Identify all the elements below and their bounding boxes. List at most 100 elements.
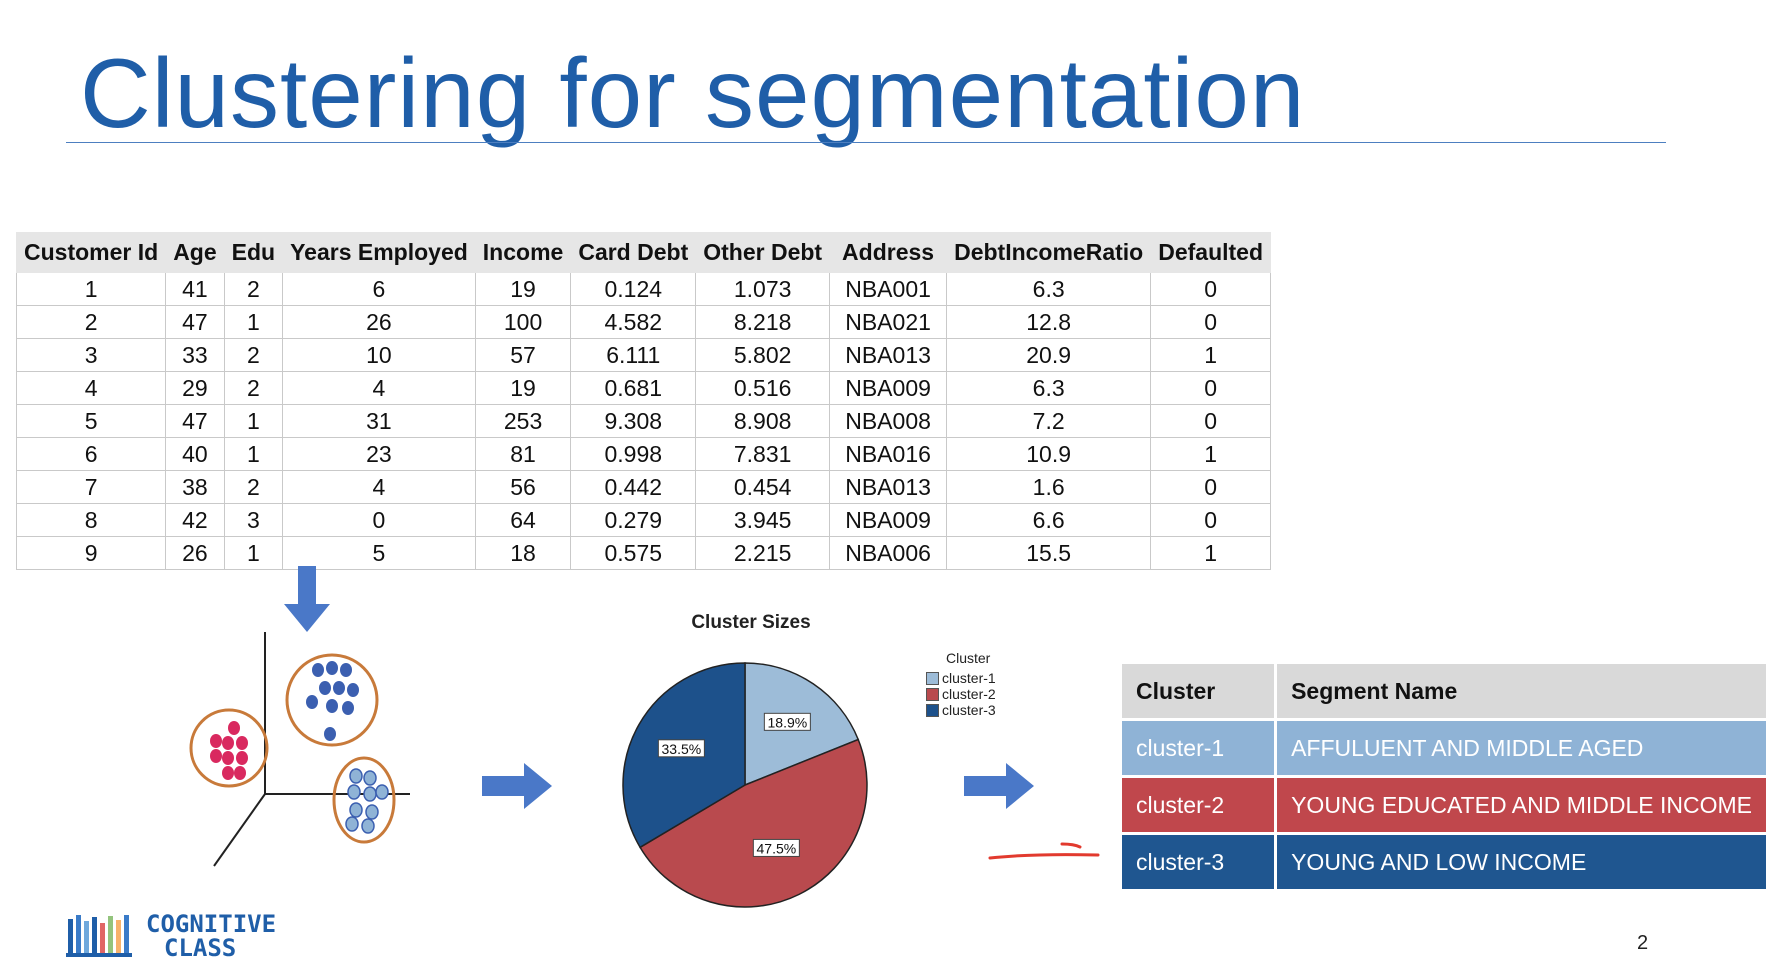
table-cell: 1.6 xyxy=(946,470,1152,504)
pen-annotation-mark xyxy=(988,842,1100,860)
table-cell: 8.908 xyxy=(695,404,831,438)
table-cell: 47 xyxy=(165,305,225,339)
table-cell: 0 xyxy=(1150,371,1272,405)
table-cell: 6.6 xyxy=(946,503,1152,537)
table-cell: 1 xyxy=(1150,338,1272,372)
table-cell: 8.218 xyxy=(695,305,831,339)
table-cell: 0 xyxy=(1150,503,1272,537)
chart-legend: Cluster cluster-1 cluster-2 cluster-3 xyxy=(926,650,996,718)
table-cell: 1 xyxy=(223,536,284,570)
pie-label-cluster-1: 18.9% xyxy=(763,712,811,731)
table-cell: 1 xyxy=(223,305,284,339)
column-header: Income xyxy=(474,232,572,273)
legend-swatch xyxy=(926,671,939,685)
table-cell: 15.5 xyxy=(946,536,1152,570)
legend-swatch xyxy=(926,703,939,717)
table-cell: 26 xyxy=(282,305,476,339)
segment-row: cluster-3 YOUNG AND LOW INCOME xyxy=(1122,835,1766,892)
table-cell: 0.279 xyxy=(570,503,697,537)
table-cell: 38 xyxy=(165,470,225,504)
table-cell: NBA021 xyxy=(829,305,948,339)
table-cell: 100 xyxy=(474,305,572,339)
table-cell: 1.073 xyxy=(695,272,831,306)
cluster-scatter-diagram xyxy=(189,632,410,867)
segment-header-name: Segment Name xyxy=(1274,664,1766,721)
table-cell: 7.831 xyxy=(695,437,831,471)
table-cell: 64 xyxy=(474,503,572,537)
table-cell: 0.681 xyxy=(570,371,697,405)
segment-name-cell: YOUNG EDUCATED AND MIDDLE INCOME xyxy=(1274,778,1766,835)
table-cell: 26 xyxy=(165,536,225,570)
segment-cluster-cell: cluster-2 xyxy=(1122,778,1275,835)
table-row: 3 33 2 10 57 6.111 5.802 NBA013 20.9 1 xyxy=(15,338,1272,372)
table-cell: 5.802 xyxy=(695,338,831,372)
logo-line-2: CLASS xyxy=(164,934,237,962)
table-cell: 47 xyxy=(165,404,225,438)
table-row: 9 26 1 5 18 0.575 2.215 NBA006 15.5 1 xyxy=(15,536,1272,570)
legend-swatch xyxy=(926,687,939,701)
table-cell: NBA006 xyxy=(829,536,948,570)
table-cell: 6.3 xyxy=(946,371,1152,405)
table-cell: NBA013 xyxy=(829,470,948,504)
table-cell: 0 xyxy=(1150,305,1272,339)
table-cell: NBA009 xyxy=(829,371,948,405)
table-cell: 0.575 xyxy=(570,536,697,570)
table-cell: 31 xyxy=(282,404,476,438)
segment-cluster-cell: cluster-3 xyxy=(1122,835,1275,892)
table-cell: 3 xyxy=(223,503,284,537)
table-cell: 2 xyxy=(223,272,284,306)
table-cell: 9.308 xyxy=(570,404,697,438)
chart-title: Cluster Sizes xyxy=(691,612,811,633)
slide-number: 2 xyxy=(1637,932,1649,954)
table-cell: 0 xyxy=(1150,272,1272,306)
column-header: Other Debt xyxy=(695,232,831,273)
table-cell: 253 xyxy=(474,404,572,438)
table-cell: NBA001 xyxy=(829,272,948,306)
table-cell: 4 xyxy=(282,371,476,405)
table-cell: 41 xyxy=(165,272,225,306)
table-cell: 20.9 xyxy=(946,338,1152,372)
books-logo-icon xyxy=(66,915,132,957)
column-header: Defaulted xyxy=(1150,232,1272,273)
table-cell: 0.124 xyxy=(570,272,697,306)
cognitive-class-logo: COGNITIVE CLASS xyxy=(66,912,276,960)
table-cell: 57 xyxy=(474,338,572,372)
column-header: Age xyxy=(165,232,225,273)
table-cell: 2 xyxy=(223,338,284,372)
table-cell: 8 xyxy=(15,503,167,537)
table-cell: 2 xyxy=(223,470,284,504)
table-cell: 5 xyxy=(282,536,476,570)
pie-label-text: 18.9% xyxy=(768,714,808,730)
table-cell: 0 xyxy=(282,503,476,537)
table-cell: 40 xyxy=(165,437,225,471)
table-cell: 6.3 xyxy=(946,272,1152,306)
legend-label: cluster-2 xyxy=(942,686,996,702)
customer-data-table: Customer Id Age Edu Years Employed Income Car… xyxy=(15,232,1272,570)
table-cell: NBA016 xyxy=(829,437,948,471)
segment-header-cluster: Cluster xyxy=(1122,664,1275,721)
table-cell: 0.998 xyxy=(570,437,697,471)
segment-row: cluster-2 YOUNG EDUCATED AND MIDDLE INCOM… xyxy=(1122,778,1766,835)
table-cell: 42 xyxy=(165,503,225,537)
pie-label-text: 47.5% xyxy=(757,840,797,856)
table-cell: 9 xyxy=(15,536,167,570)
table-cell: 0.442 xyxy=(570,470,697,504)
table-cell: 6 xyxy=(282,272,476,306)
table-cell: 12.8 xyxy=(946,305,1152,339)
column-header: DebtIncomeRatio xyxy=(946,232,1152,273)
table-cell: 4.582 xyxy=(570,305,697,339)
segment-cluster-cell: cluster-1 xyxy=(1122,721,1275,778)
table-cell: 10 xyxy=(282,338,476,372)
column-header: Card Debt xyxy=(570,232,697,273)
cluster-sizes-pie-chart: 18.9% 47.5% 33.5% xyxy=(622,662,868,908)
table-row: 2 47 1 26 100 4.582 8.218 NBA021 12.8 0 xyxy=(15,305,1272,339)
table-cell: 1 xyxy=(1150,536,1272,570)
table-body: 1 41 2 6 19 0.124 1.073 NBA001 6.3 0 2 47 1 26 100 4.58… xyxy=(15,272,1272,570)
table-cell: 3.945 xyxy=(695,503,831,537)
table-cell: 2 xyxy=(15,305,167,339)
column-header: Years Employed xyxy=(282,232,476,273)
table-cell: 19 xyxy=(474,371,572,405)
title-underline xyxy=(66,142,1666,143)
right-arrow-icon xyxy=(964,763,1034,809)
table-cell: 29 xyxy=(165,371,225,405)
